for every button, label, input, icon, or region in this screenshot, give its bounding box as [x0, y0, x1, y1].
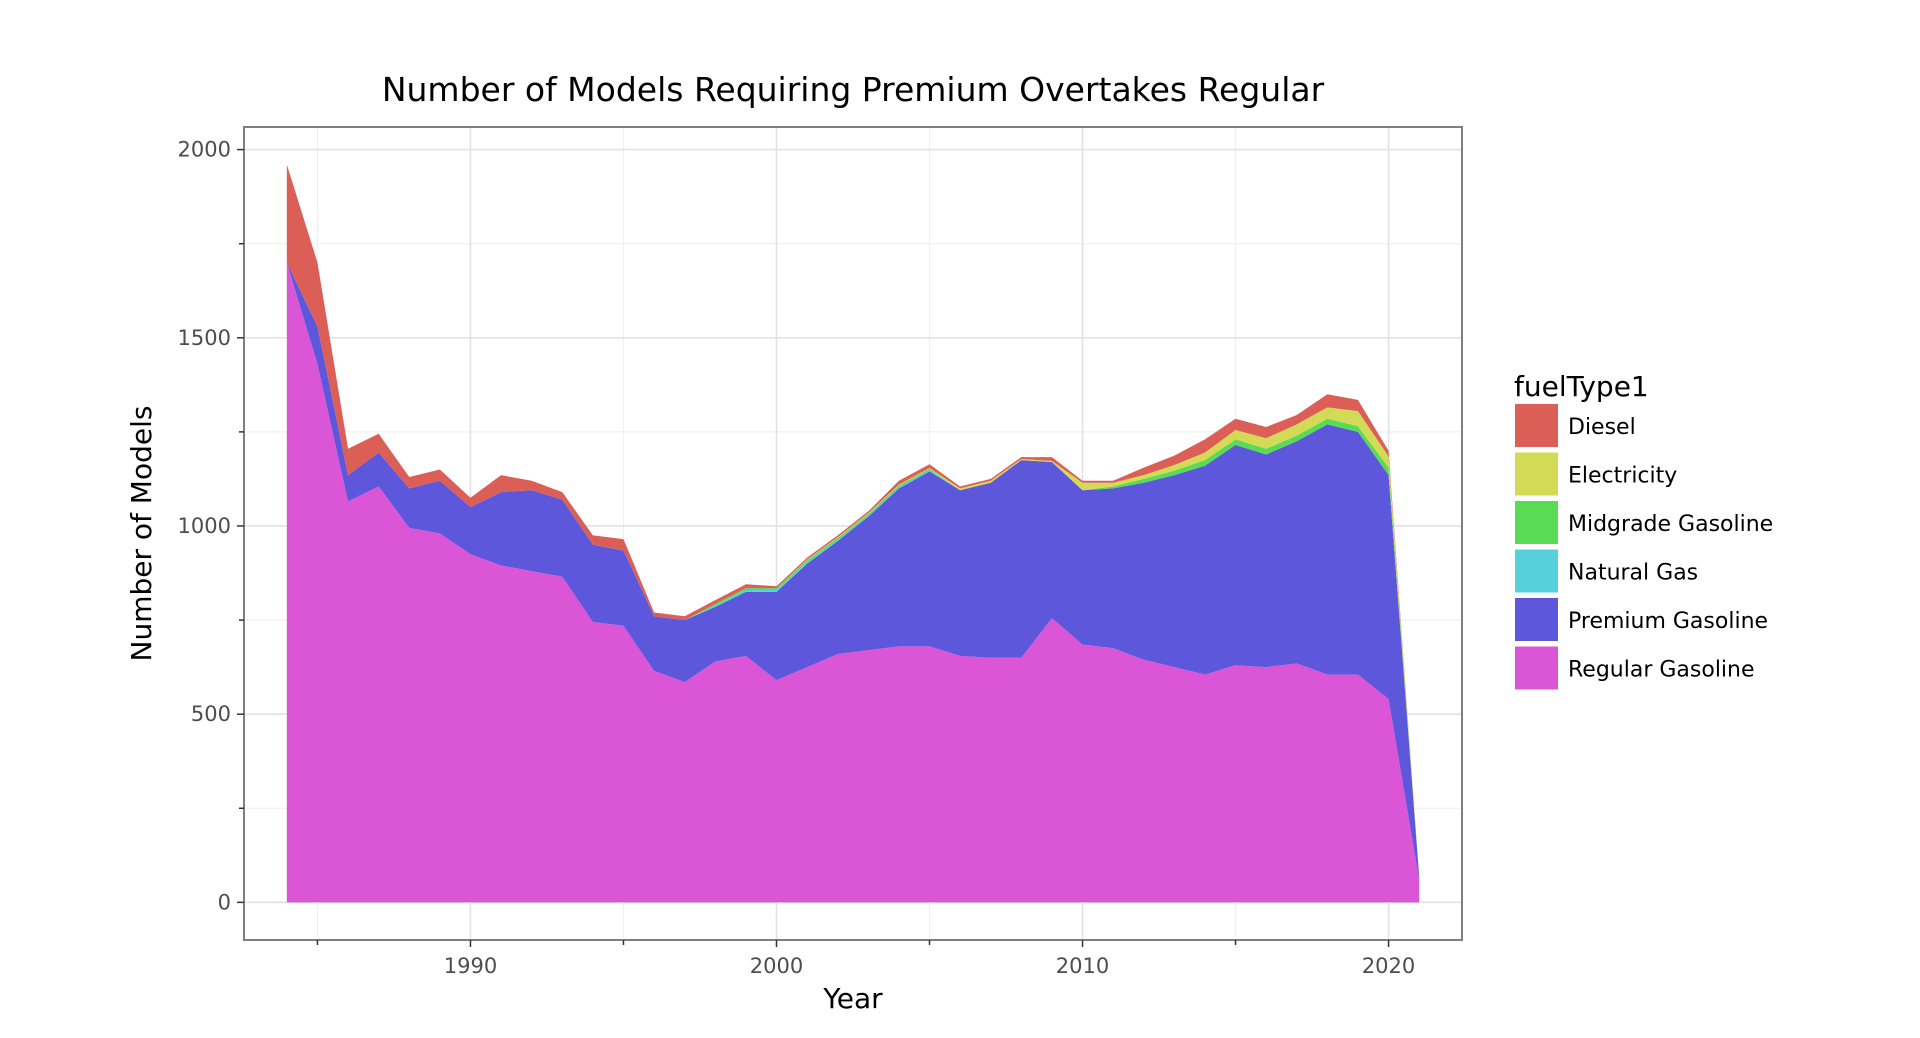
legend-label-natural-gas: Natural Gas: [1568, 561, 1698, 586]
area-regular-gasoline: [286, 262, 1420, 903]
y-tick-label: 2000: [178, 138, 231, 162]
chart-title: Number of Models Requiring Premium Overt…: [382, 70, 1325, 109]
area-layer: [286, 164, 1420, 903]
x-tick-label: 2020: [1362, 954, 1415, 978]
legend-label-regular-gasoline: Regular Gasoline: [1568, 658, 1755, 683]
x-tick-label: 1990: [444, 954, 497, 978]
legend-swatch-midgrade-gasoline: [1515, 501, 1558, 544]
y-tick-label: 1500: [178, 326, 231, 350]
axes: 0 500 1000 1500 2000 1990 2000 2010 2020: [178, 138, 1416, 978]
area-premium-gasoline: [286, 262, 1420, 880]
legend-label-diesel: Diesel: [1568, 415, 1636, 440]
legend-label-midgrade-gasoline: Midgrade Gasoline: [1568, 512, 1773, 537]
legend-title: fuelType1: [1514, 370, 1649, 403]
legend-swatch-diesel: [1515, 404, 1558, 447]
x-tick-label: 2010: [1056, 954, 1109, 978]
legend-swatch-natural-gas: [1515, 549, 1558, 593]
y-tick-label: 500: [191, 702, 231, 726]
legend-swatch-premium-gasoline: [1515, 598, 1558, 641]
legend-swatch-electricity: [1515, 452, 1558, 496]
legend: fuelType1 Diesel Electricity Midgrade Gaso…: [1514, 370, 1773, 690]
y-tick-label: 1000: [178, 514, 231, 538]
x-axis-title: Year: [822, 982, 883, 1015]
legend-swatch-regular-gasoline: [1515, 646, 1558, 690]
legend-label-premium-gasoline: Premium Gasoline: [1568, 609, 1768, 634]
legend-label-electricity: Electricity: [1568, 464, 1677, 489]
x-tick-label: 2000: [750, 954, 803, 978]
plot-border: [243, 126, 1463, 941]
y-tick-label: 0: [218, 890, 231, 914]
y-axis-title: Number of Models: [125, 406, 158, 662]
